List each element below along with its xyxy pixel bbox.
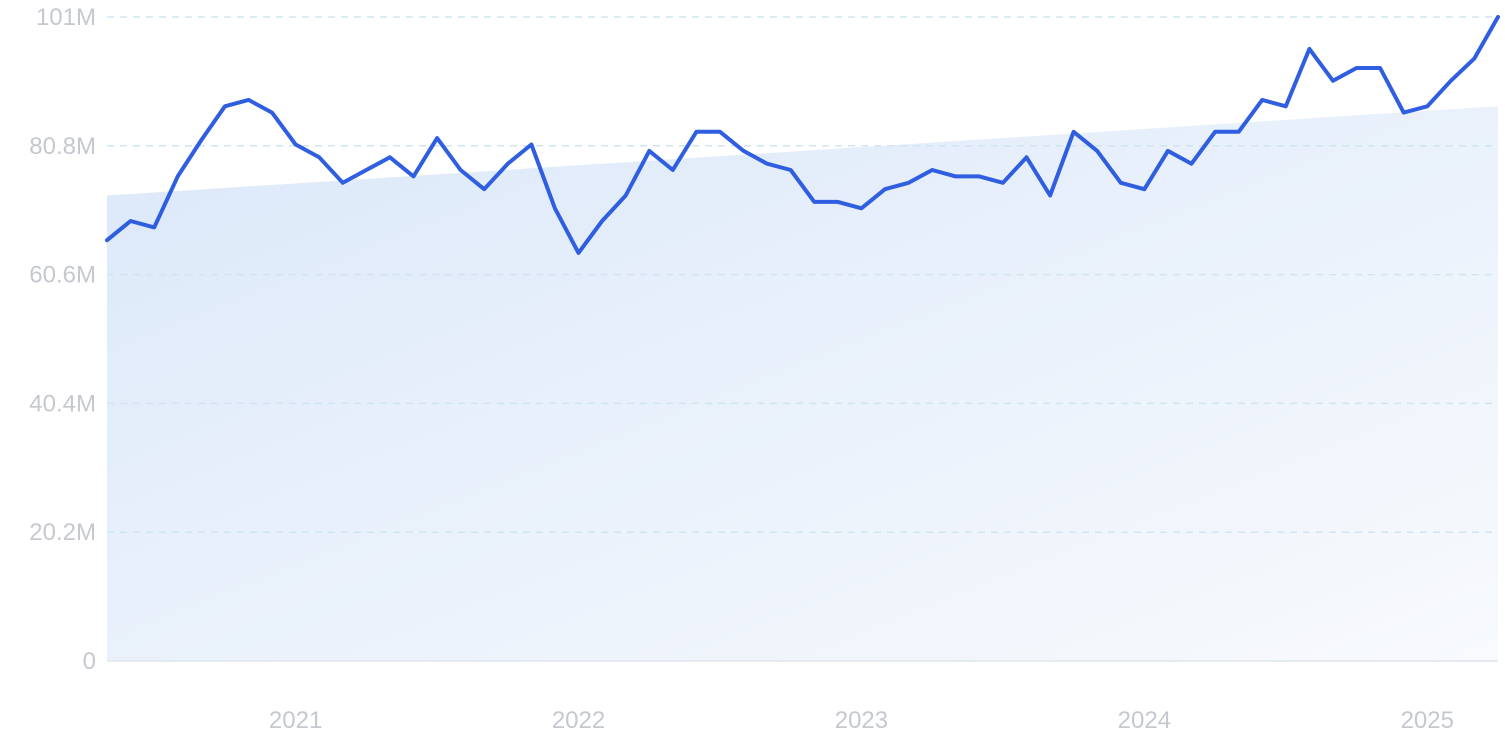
trend-area (107, 106, 1498, 661)
series-line-layer (105, 15, 1500, 255)
x-tick-label: 2022 (552, 707, 605, 734)
y-tick-label: 60.6M (29, 262, 96, 289)
y-axis-tick-labels: 0 20.2M 40.4M 60.6M 80.8M 101M (29, 4, 96, 675)
y-tick-label: 0 (83, 648, 96, 675)
series-line (105, 15, 1500, 255)
x-tick-label: 2025 (1401, 707, 1454, 734)
x-tick-label: 2021 (269, 707, 322, 734)
gridlines (107, 16, 1498, 533)
y-tick-label: 20.2M (29, 519, 96, 546)
x-axis-tick-labels: 2021 2022 2023 2024 2025 (269, 707, 1454, 734)
y-tick-label: 101M (36, 4, 96, 31)
y-tick-label: 80.8M (29, 133, 96, 160)
y-tick-label: 40.4M (29, 390, 96, 417)
x-tick-label: 2023 (835, 707, 888, 734)
x-tick-label: 2024 (1118, 707, 1171, 734)
trend-area-layer (107, 106, 1498, 661)
